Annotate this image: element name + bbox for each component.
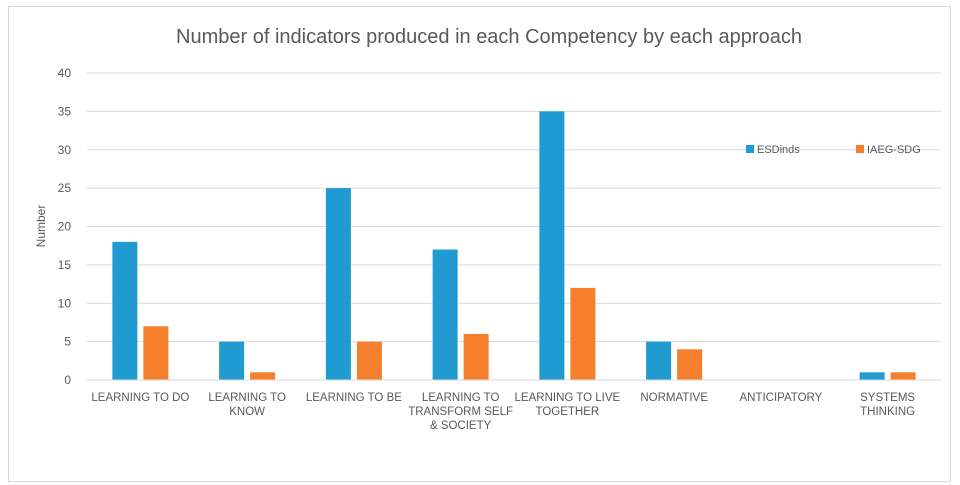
x-category-label-line: LEARNING TO LIVE bbox=[515, 392, 621, 404]
y-tick-label: 20 bbox=[58, 220, 72, 234]
bar-esdinds-2 bbox=[325, 188, 351, 380]
y-tick-label: 0 bbox=[64, 373, 71, 387]
x-category-label: SYSTEMS THINKING bbox=[860, 392, 915, 418]
bar-esdinds-3 bbox=[432, 249, 458, 380]
chart-frame bbox=[8, 6, 951, 482]
bar-iaeg-sdg-3 bbox=[463, 333, 489, 380]
legend-swatch bbox=[746, 145, 754, 153]
bar-iaeg-sdg-4 bbox=[570, 287, 596, 380]
x-category-label: LEARNING TO BE bbox=[306, 392, 402, 404]
bar-iaeg-sdg-2 bbox=[356, 341, 382, 380]
bar-esdinds-1 bbox=[219, 341, 245, 380]
x-category-label-line: ANTICIPATORY bbox=[739, 392, 822, 404]
bar-iaeg-sdg-1 bbox=[250, 372, 276, 380]
legend: ESDinds IAEG-SDG bbox=[746, 144, 921, 156]
legend-label: ESDinds bbox=[757, 144, 800, 156]
x-category-label: LEARNING TO TRANSFORM SELF & SOCIETY bbox=[408, 392, 513, 432]
x-category-label: LEARNING TO DO bbox=[91, 392, 189, 404]
x-category-label-line: TRANSFORM SELF bbox=[408, 406, 513, 418]
bar-iaeg-sdg-7 bbox=[890, 372, 916, 380]
bars bbox=[112, 111, 916, 380]
bar-esdinds-4 bbox=[539, 111, 565, 380]
x-category-label: NORMATIVE bbox=[640, 392, 708, 404]
y-axis-title: Number bbox=[34, 205, 48, 248]
x-category-label-line: LEARNING TO bbox=[208, 392, 286, 404]
y-tick-label: 15 bbox=[58, 258, 72, 272]
x-category-label-line: SYSTEMS bbox=[860, 392, 915, 404]
y-tick-label: 40 bbox=[58, 66, 72, 80]
x-category-label-line: LEARNING TO bbox=[422, 392, 500, 404]
x-category-label-line: & SOCIETY bbox=[430, 420, 492, 432]
y-tick-label: 35 bbox=[58, 104, 72, 118]
x-category-label-line: LEARNING TO BE bbox=[306, 392, 402, 404]
bar-esdinds-0 bbox=[112, 241, 138, 380]
x-category-label: LEARNING TO KNOW bbox=[208, 392, 286, 418]
x-category-label-line: KNOW bbox=[229, 406, 265, 418]
y-tick-labels: 0 5 10 15 20 25 30 35 40 bbox=[58, 66, 72, 387]
x-category-label-line: NORMATIVE bbox=[640, 392, 708, 404]
bar-esdinds-5 bbox=[646, 341, 672, 380]
bar-esdinds-7 bbox=[859, 372, 885, 380]
chart-title: Number of indicators produced in each Co… bbox=[176, 26, 802, 48]
y-tick-label: 25 bbox=[58, 181, 72, 195]
legend-label: IAEG-SDG bbox=[867, 144, 921, 156]
x-category-label-line: LEARNING TO DO bbox=[91, 392, 189, 404]
y-tick-label: 5 bbox=[64, 335, 71, 349]
x-category-label: ANTICIPATORY bbox=[739, 392, 822, 404]
y-tick-label: 10 bbox=[58, 296, 72, 310]
gridlines bbox=[87, 72, 941, 343]
bar-iaeg-sdg-0 bbox=[143, 326, 169, 380]
bar-iaeg-sdg-5 bbox=[677, 349, 703, 380]
x-category-label: LEARNING TO LIVE TOGETHER bbox=[515, 392, 621, 418]
x-category-label-line: TOGETHER bbox=[536, 406, 600, 418]
legend-swatch bbox=[856, 145, 864, 153]
x-category-label-line: THINKING bbox=[860, 406, 915, 418]
y-tick-label: 30 bbox=[58, 143, 72, 157]
